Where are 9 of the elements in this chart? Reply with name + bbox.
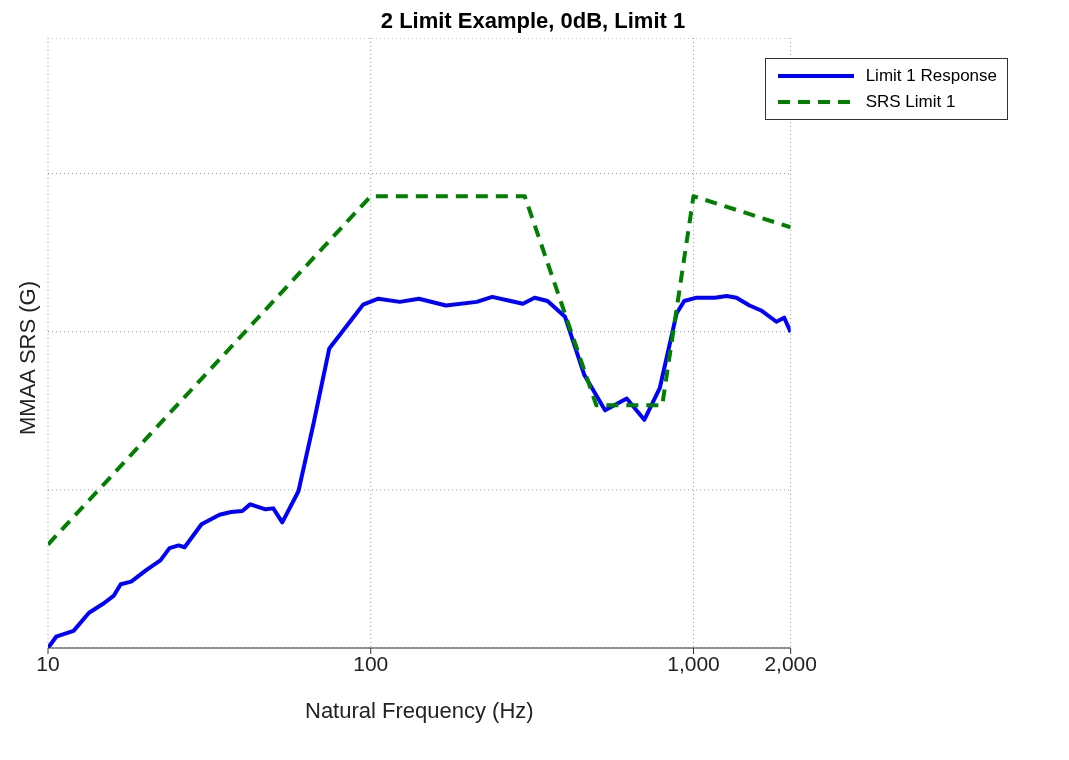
legend-label: Limit 1 Response [865, 66, 997, 86]
legend-label: SRS Limit 1 [865, 92, 956, 112]
y-axis-title: MMAA SRS (G) [15, 280, 41, 436]
x-axis-title: Natural Frequency (Hz) [305, 698, 534, 723]
x-tick-label: 2,000 [764, 651, 817, 675]
x-tick-label: 1,000 [667, 651, 720, 675]
x-tick-label: 100 [353, 651, 389, 675]
x-tick-label: 10 [36, 651, 60, 675]
chart-title: 2 Limit Example, 0dB, Limit 1 [379, 8, 687, 35]
